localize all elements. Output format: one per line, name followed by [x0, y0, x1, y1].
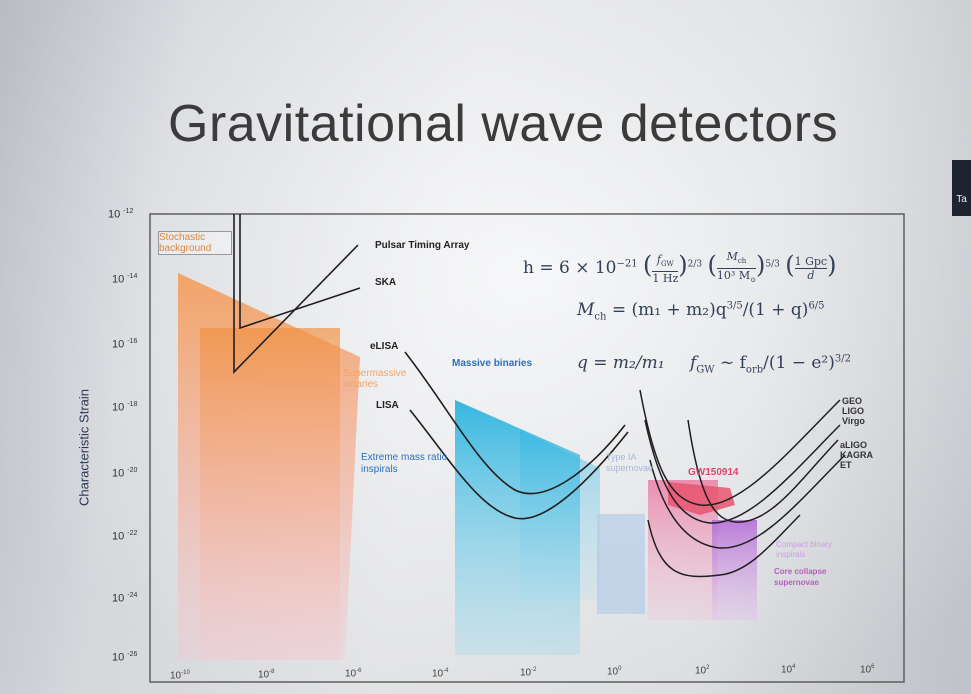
type-ia-label: Type IA supernovae — [606, 452, 654, 473]
x-tick-label: 10-10 — [170, 670, 190, 682]
slide-title: Gravitational wave detectors — [168, 95, 839, 153]
x-tick-label: 10-8 — [258, 669, 275, 681]
plot-frame — [149, 213, 905, 683]
mass-ratio-equation: q = m₂/m₁ — [577, 353, 665, 373]
aligo-kagra-et-label: aLIGO KAGRA ET — [840, 440, 873, 470]
x-tick-label: 100 — [607, 666, 622, 678]
y-tick-label: 10 -22 — [112, 530, 138, 543]
elisa-label: eLISA — [370, 341, 399, 352]
core-collapse-label: Core collapse supernovae — [774, 567, 827, 587]
gw150914-region — [668, 482, 735, 515]
et-curve — [647, 514, 801, 578]
y-axis-title: Characteristic Strain — [76, 388, 92, 507]
frequency-equation: fGW ~ forb/(1 − e²)3/2 — [690, 353, 851, 376]
chirp-mass-equation: Mch = (m₁ + m₂)q3/5/(1 + q)6/5 — [577, 300, 825, 323]
x-tick-label: 10-6 — [345, 668, 362, 680]
strain-equation: h = 6 × 10−21 (fGW 1 Hz)2/3 (Mch 10³ M⊙)5/… — [523, 250, 837, 285]
supermassive-binaries-region — [200, 328, 340, 660]
y-tick-label: 10 -24 — [112, 592, 138, 605]
type-ia-region — [597, 514, 645, 614]
lisa-label: LISA — [376, 400, 399, 411]
side-tab[interactable]: Ta — [952, 160, 971, 216]
y-tick-label: 10 -12 — [108, 208, 134, 221]
core-collapse-region — [712, 520, 757, 620]
elisa-curve — [404, 351, 626, 495]
gw150914-label: GW150914 — [688, 467, 739, 478]
geo-ligo-virgo-label: GEO LIGO Virgo — [842, 396, 865, 426]
ska-curve — [239, 214, 361, 330]
massive-binaries-region-2 — [520, 430, 600, 600]
geo-curve — [639, 389, 841, 506]
y-tick-label: 10 -14 — [112, 273, 138, 286]
ska-label: SKA — [375, 277, 397, 288]
supermassive-binaries-label: Supermassive binaries — [343, 368, 407, 390]
pta-curve — [233, 214, 359, 374]
y-tick-label: 10 -26 — [112, 651, 138, 664]
emri-label: Extreme mass ratio inspirals — [361, 452, 448, 475]
x-tick-label: 10-4 — [432, 667, 449, 679]
x-tick-label: 102 — [695, 665, 710, 677]
y-tick-label: 10 -16 — [112, 338, 138, 351]
aligo-curve — [649, 454, 846, 549]
massive-binaries-label: Massive binaries — [452, 358, 533, 369]
lisa-curve — [409, 409, 629, 520]
x-tick-label: 104 — [781, 664, 796, 676]
y-tick-label: 10 -20 — [112, 467, 138, 480]
x-tick-label: 106 — [860, 663, 875, 675]
stochastic-background-label: Stochastic background — [158, 231, 232, 255]
compact-binary-label: Compact binary inspirals — [776, 540, 833, 559]
pta-label: Pulsar Timing Array — [375, 240, 470, 251]
ligo-curve — [644, 419, 841, 524]
y-tick-label: 10 -18 — [112, 401, 138, 414]
x-tick-label: 10-2 — [520, 666, 537, 679]
virgo-curve — [687, 419, 839, 523]
